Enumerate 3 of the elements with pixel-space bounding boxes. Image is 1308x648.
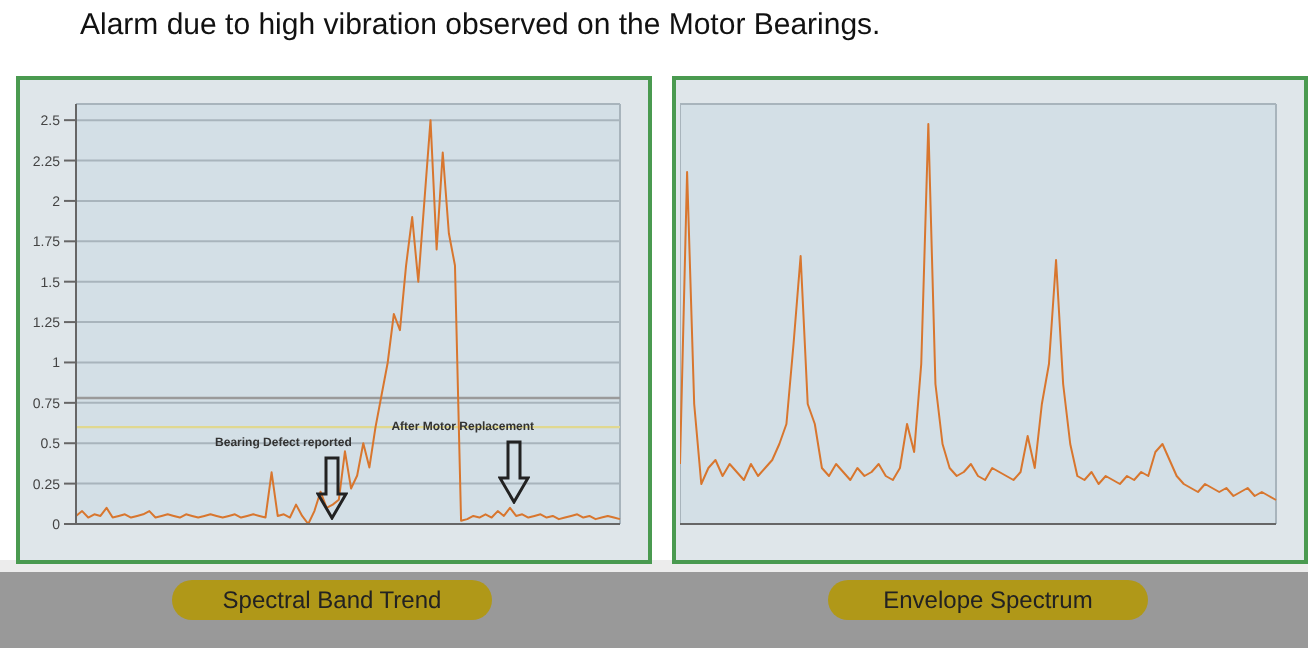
- chart-title: Alarm due to high vibration observed on the Motor Bearings.: [80, 8, 881, 42]
- x-axis-title: Spectral Band Trend: [172, 580, 492, 620]
- x-axis-title: Envelope Spectrum: [828, 580, 1148, 620]
